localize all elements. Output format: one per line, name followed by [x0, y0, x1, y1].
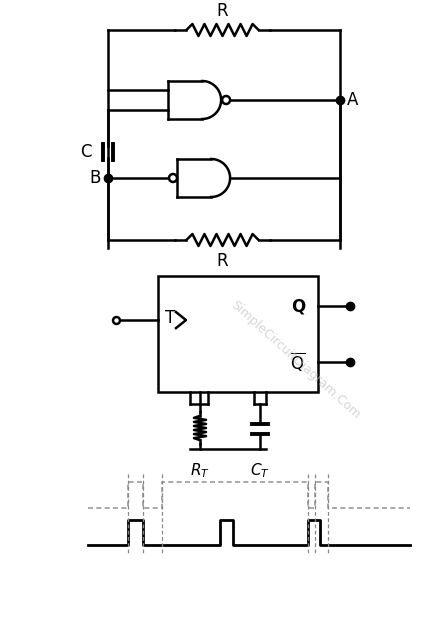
- Text: $C_T$: $C_T$: [250, 461, 270, 480]
- Text: SimpleCircuitDiagram.Com: SimpleCircuitDiagram.Com: [227, 299, 362, 422]
- Text: B: B: [90, 169, 101, 187]
- Text: C: C: [80, 143, 92, 161]
- Text: R: R: [217, 2, 228, 20]
- Text: T: T: [165, 309, 175, 327]
- Bar: [158, 276, 318, 392]
- Text: A: A: [347, 91, 359, 109]
- Text: $\mathregular{\overline{Q}}$: $\mathregular{\overline{Q}}$: [290, 350, 306, 373]
- Text: Q: Q: [291, 297, 305, 315]
- Text: $R_T$: $R_T$: [190, 461, 210, 480]
- Text: R: R: [217, 252, 228, 270]
